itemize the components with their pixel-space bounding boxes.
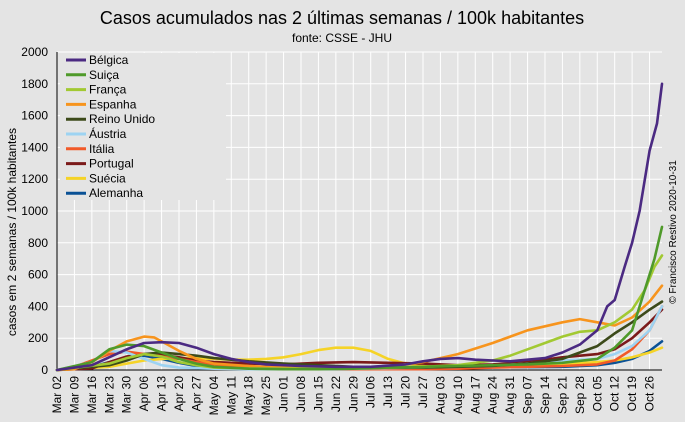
x-tick-label: Mar 23 bbox=[102, 376, 116, 414]
legend-box bbox=[60, 53, 226, 200]
legend-label: França bbox=[89, 83, 127, 97]
legend-label: Suiça bbox=[89, 68, 119, 82]
x-tick-label: Oct 26 bbox=[643, 376, 657, 412]
x-tick-label: Sep 07 bbox=[521, 376, 535, 414]
x-tick-label: Oct 12 bbox=[608, 376, 622, 412]
x-tick-label: Jun 15 bbox=[311, 376, 325, 412]
chart-title: Casos acumulados nas 2 últimas semanas /… bbox=[100, 8, 584, 28]
y-tick-label: 1600 bbox=[21, 109, 48, 123]
series-line bbox=[55, 225, 664, 372]
y-tick-label: 200 bbox=[28, 331, 48, 345]
x-tick-label: May 11 bbox=[224, 376, 238, 415]
y-tick-label: 400 bbox=[28, 299, 48, 313]
y-tick-label: 1200 bbox=[21, 172, 48, 186]
y-tick-label: 0 bbox=[41, 363, 48, 377]
credit-label: © Francisco Restivo 2020-10-31 bbox=[668, 160, 679, 304]
x-tick-label: Aug 31 bbox=[503, 376, 517, 414]
y-axis-label: casos em 2 semanas / 100k habitantes bbox=[5, 128, 19, 336]
y-tick-label: 600 bbox=[28, 268, 48, 282]
x-tick-label: Apr 20 bbox=[172, 376, 186, 412]
x-tick-label: Sep 14 bbox=[538, 376, 552, 414]
legend-label: Portugal bbox=[89, 157, 134, 171]
x-tick-label: Apr 13 bbox=[155, 376, 169, 412]
x-tick-label: May 18 bbox=[242, 376, 256, 416]
x-tick-label: Aug 03 bbox=[433, 376, 447, 414]
y-tick-label: 2000 bbox=[21, 45, 48, 59]
legend-label: Bélgica bbox=[89, 53, 129, 67]
x-tick-label: May 25 bbox=[259, 376, 273, 416]
chart-subtitle: fonte: CSSE - JHU bbox=[292, 31, 392, 45]
x-tick-label: May 04 bbox=[207, 376, 221, 416]
y-tick-label: 1800 bbox=[21, 77, 48, 91]
legend-label: Áustria bbox=[89, 126, 127, 141]
x-tick-label: Jul 27 bbox=[416, 376, 430, 408]
x-tick-label: Sep 28 bbox=[573, 376, 587, 414]
x-tick-label: Aug 24 bbox=[486, 376, 500, 414]
x-tick-label: Mar 16 bbox=[85, 376, 99, 414]
x-tick-label: Jun 08 bbox=[294, 376, 308, 412]
x-tick-label: Oct 19 bbox=[625, 376, 639, 412]
x-tick-label: Jul 20 bbox=[399, 376, 413, 408]
series-lines bbox=[55, 82, 664, 372]
x-tick-label: Aug 10 bbox=[451, 376, 465, 414]
x-tick-label: Mar 30 bbox=[120, 376, 134, 414]
y-tick-label: 1400 bbox=[21, 140, 48, 154]
y-axis: 0 200 400 600 800 1000 1200 1400 1600 1800 2000 bbox=[21, 45, 48, 377]
legend-label: Reino Unido bbox=[89, 112, 155, 126]
x-tick-label: Mar 09 bbox=[67, 376, 81, 414]
x-tick-label: Jun 01 bbox=[277, 376, 291, 412]
x-tick-label: Aug 17 bbox=[468, 376, 482, 414]
x-tick-label: Mar 02 bbox=[50, 376, 64, 414]
x-tick-label: Jul 06 bbox=[364, 376, 378, 408]
y-tick-label: 800 bbox=[28, 236, 48, 250]
legend-label: Itália bbox=[89, 142, 115, 156]
series-line bbox=[55, 82, 664, 372]
x-tick-label: Jun 29 bbox=[346, 376, 360, 412]
y-tick-label: 1000 bbox=[21, 204, 48, 218]
legend-label: Alemanha bbox=[89, 186, 143, 200]
x-tick-label: Apr 27 bbox=[189, 376, 203, 412]
x-axis: Mar 02 Mar 09 Mar 16 Mar 23 Mar 30 Apr 06 Apr … bbox=[50, 376, 657, 416]
legend-label: Espanha bbox=[89, 97, 137, 111]
x-tick-label: Sep 21 bbox=[555, 376, 569, 414]
legend-label: Suécia bbox=[89, 171, 126, 185]
x-tick-label: Apr 06 bbox=[137, 376, 151, 412]
x-tick-label: Jul 13 bbox=[381, 376, 395, 408]
x-tick-label: Jun 22 bbox=[329, 376, 343, 412]
x-tick-label: Oct 05 bbox=[590, 376, 604, 412]
